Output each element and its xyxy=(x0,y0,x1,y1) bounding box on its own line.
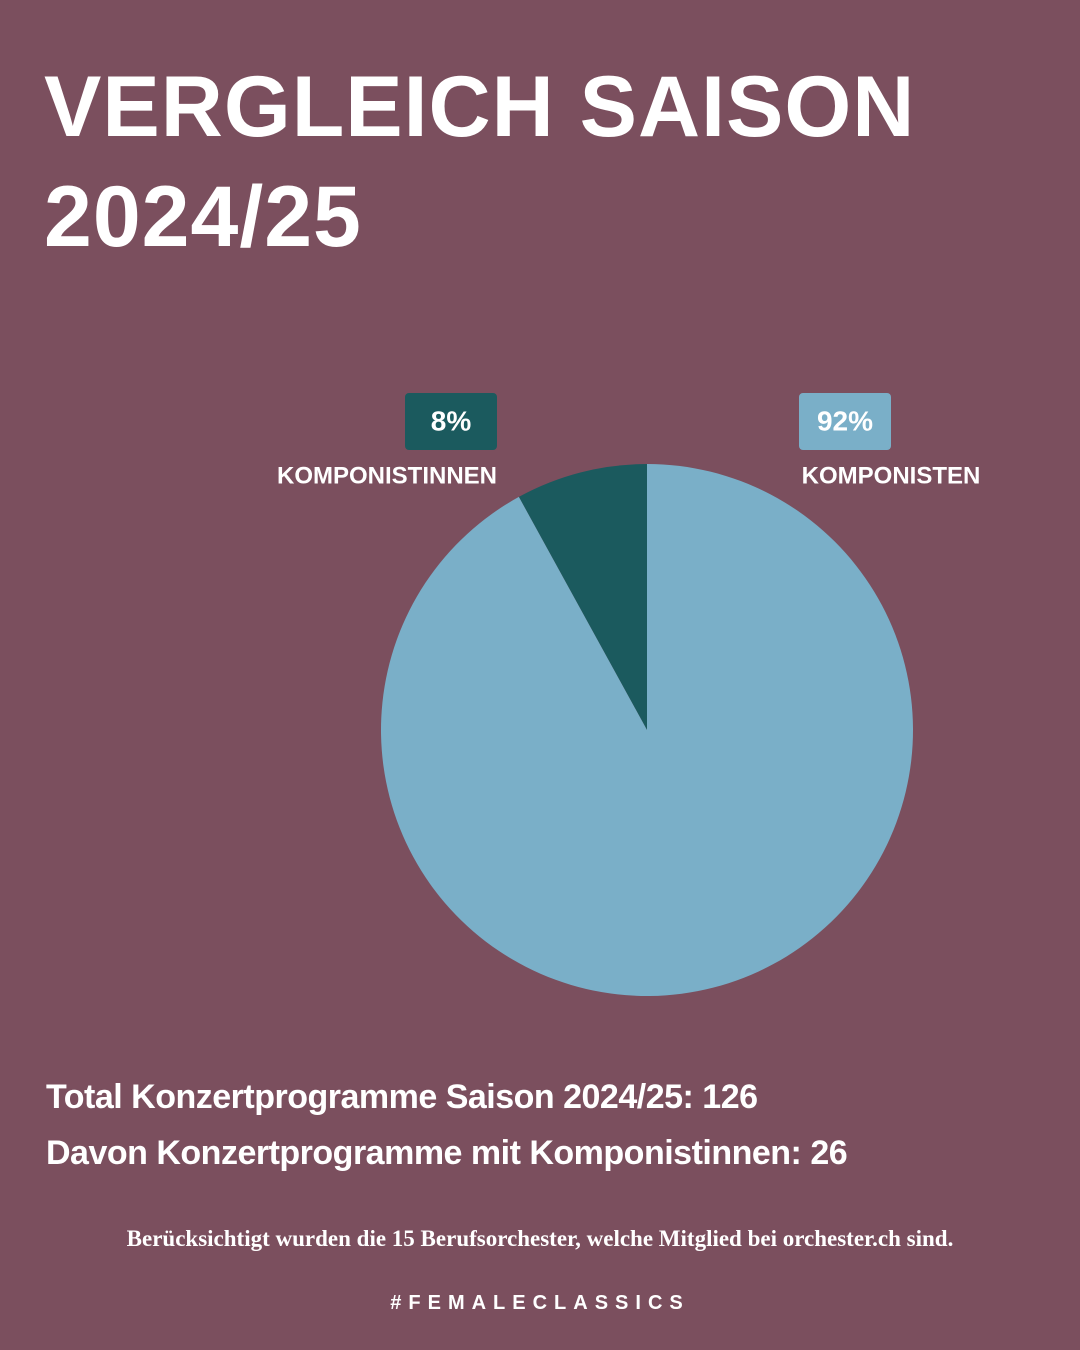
note: Total Konzertprogramme Saison 2024/25: 1… xyxy=(46,1078,758,1116)
category-label: Komponistinnen xyxy=(277,462,497,489)
value-label-box xyxy=(799,393,891,450)
footnote: Berücksichtigt wurden die 15 Berufsorche… xyxy=(126,1226,954,1251)
value-label: 8% xyxy=(431,405,472,436)
value-label: 92% xyxy=(817,405,873,436)
category-label: Komponisten xyxy=(802,462,981,489)
note: Davon Konzertprogramme mit Komponistinne… xyxy=(46,1134,848,1172)
value-label-box xyxy=(405,393,497,450)
hashtag: #FEMALECLASSICS xyxy=(390,1292,690,1314)
pie-slice xyxy=(518,464,647,730)
pie-slice xyxy=(381,464,913,997)
chart-title: Vergleich Saison 2024/25 xyxy=(44,59,916,265)
